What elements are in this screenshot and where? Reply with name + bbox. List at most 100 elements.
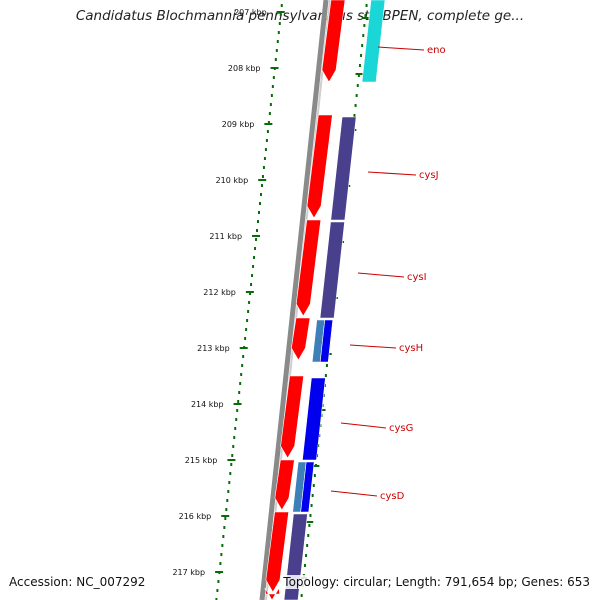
ruler-dot	[265, 139, 268, 142]
ruler-dot	[270, 94, 273, 97]
gene-leader-line	[349, 344, 397, 349]
forward-gene-arrow	[306, 114, 333, 219]
outer-dot	[307, 534, 310, 537]
ruler-dot	[271, 85, 274, 88]
ruler-dot	[259, 193, 262, 196]
outer-dot	[358, 64, 361, 67]
ruler-dot	[254, 247, 257, 250]
kbp-label: 214 kbp	[191, 400, 224, 409]
ruler-dot	[276, 40, 279, 43]
ruler-dot	[232, 445, 235, 448]
outer-dot	[309, 514, 312, 517]
kbp-label: 212 kbp	[203, 288, 236, 297]
outer-dot	[311, 494, 314, 497]
cyan-feature	[361, 0, 386, 83]
ruler-dot	[261, 175, 264, 178]
gene-leader-line	[367, 171, 417, 176]
forward-gene-arrow	[274, 459, 295, 511]
ruler-dot	[263, 157, 266, 160]
gene-label-cysD: cysD	[380, 491, 405, 502]
forward-gene-arrow	[295, 219, 322, 317]
ruler-dot	[251, 274, 254, 277]
outer-dot	[365, 4, 368, 7]
outer-dot	[356, 84, 359, 87]
ruler-dot	[228, 481, 231, 484]
slate-feature	[330, 116, 357, 221]
kbp-label: 217 kbp	[172, 568, 205, 577]
forward-gene-arrow	[264, 587, 280, 600]
ruler-dot	[260, 184, 263, 187]
ruler-dot	[227, 490, 230, 493]
ruler-dot	[256, 229, 259, 232]
ruler-dot	[272, 76, 275, 79]
gene-leader-line	[340, 422, 387, 429]
ruler-dot	[224, 517, 227, 520]
outer-dot	[355, 94, 358, 97]
ruler-dot	[274, 58, 277, 61]
ruler-dot	[244, 337, 247, 340]
blue-feature	[300, 461, 315, 513]
ruler-dot	[222, 535, 225, 538]
ruler-dot	[215, 598, 218, 600]
ruler-dot	[262, 166, 265, 169]
ruler-dot	[219, 562, 222, 565]
ruler-dot	[267, 121, 270, 124]
ruler-dot	[220, 553, 223, 556]
topology-text: Topology: circular; Length: 791,654 bp; …	[283, 575, 590, 589]
ruler-dot	[257, 220, 259, 223]
map-title: Candidatus Blochmannia pennsylvanicus st…	[75, 8, 525, 24]
forward-gene-arrow	[321, 0, 346, 83]
outer-dot	[362, 34, 365, 37]
outer-dot	[314, 464, 317, 467]
gene-leader-line	[377, 46, 425, 51]
ruler-dot	[229, 472, 232, 475]
gene-label-cysI: cysI	[407, 272, 427, 283]
ruler-dot	[240, 373, 243, 376]
kbp-label: 216 kbp	[179, 512, 212, 521]
ruler-dot	[242, 355, 245, 358]
outer-dot	[305, 554, 308, 557]
ruler-dot	[257, 211, 260, 214]
outer-dot	[360, 54, 363, 57]
outer-dot	[357, 74, 360, 77]
gene-label-cysJ: cysJ	[419, 170, 439, 181]
ruler-dot	[226, 499, 229, 502]
ruler-dot	[246, 319, 249, 322]
ruler-dot	[269, 103, 272, 106]
slate-feature	[319, 221, 345, 319]
ruler-dot	[237, 400, 240, 403]
ruler-dot	[223, 526, 226, 529]
ruler-dot	[252, 265, 255, 268]
outer-dot	[310, 504, 313, 507]
kbp-label: 210 kbp	[216, 176, 249, 185]
ruler-dot	[258, 202, 261, 205]
outer-dot	[325, 364, 328, 367]
outer-dot	[308, 524, 311, 527]
ruler-dot	[278, 22, 281, 25]
ruler-dot	[250, 283, 253, 286]
ruler-dot	[264, 148, 267, 151]
ruler-dot	[247, 310, 250, 313]
kbp-label: 208 kbp	[228, 64, 261, 73]
ruler-dot	[238, 391, 241, 394]
ruler-dot	[231, 454, 234, 457]
forward-gene-arrow	[265, 511, 290, 593]
kbp-label: 213 kbp	[197, 344, 230, 353]
outer-dot	[300, 594, 303, 597]
blue-feature	[302, 377, 326, 461]
forward-gene-arrow	[280, 375, 304, 459]
ruler-dot	[249, 292, 252, 295]
forward-gene-arrow	[291, 317, 311, 361]
ruler-dot	[225, 508, 228, 511]
ruler-dot	[236, 409, 239, 412]
ruler-dot	[216, 589, 219, 592]
outer-dot	[312, 484, 315, 487]
ruler-dot	[217, 580, 220, 583]
gene-leader-line	[330, 490, 378, 497]
ruler-dot	[253, 256, 256, 259]
ruler-dot	[235, 418, 238, 421]
ruler-dot	[234, 427, 237, 430]
kbp-label: 215 kbp	[185, 456, 218, 465]
ruler-dot	[239, 382, 242, 385]
outer-dot	[361, 44, 364, 47]
